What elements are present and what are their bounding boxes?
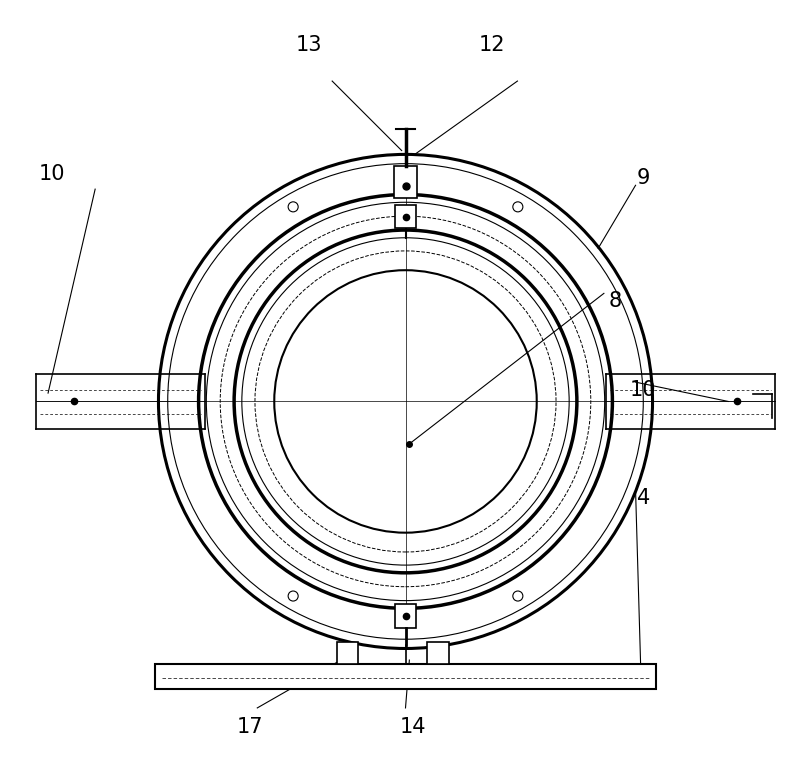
Text: 13: 13 [296, 35, 322, 55]
Bar [337, 642, 358, 664]
Text: 12: 12 [478, 35, 505, 55]
Text: 17: 17 [236, 717, 263, 737]
Bar [394, 166, 417, 198]
Text: 4: 4 [637, 488, 650, 508]
Text: 10: 10 [630, 380, 657, 400]
Bar [155, 664, 656, 689]
Text: 8: 8 [609, 291, 622, 311]
Bar [395, 604, 416, 628]
Bar [396, 205, 415, 228]
Text: 14: 14 [400, 717, 427, 737]
Text: 10: 10 [39, 164, 65, 184]
Text: 9: 9 [637, 168, 650, 188]
Bar [427, 642, 448, 664]
